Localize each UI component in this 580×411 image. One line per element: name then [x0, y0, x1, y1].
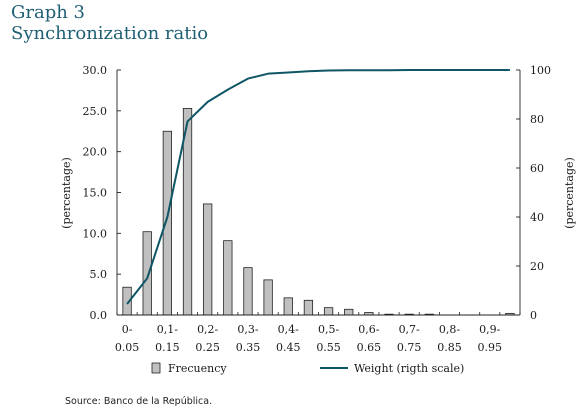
y-tick-label-left: 30.0 [83, 64, 108, 77]
y-tick-label-left: 0.0 [90, 309, 108, 322]
y-tick-label-left: 5.0 [90, 268, 108, 281]
y-tick-label-left: 25.0 [83, 105, 108, 118]
chart-subtitle: Synchronization ratio [11, 23, 209, 44]
tick-labels: 0.0 5.0 10.0 15.0 20.0 25.0 30.0 0 20 40 60 80 100 0-… [83, 64, 552, 354]
bar [263, 279, 273, 316]
y-axis-label-right: (percentage) [563, 157, 576, 229]
x-tick-label: 0.45 [276, 341, 301, 354]
y-tick-label-left: 15.0 [83, 187, 108, 200]
x-tick-label: 0.75 [397, 341, 422, 354]
y-tick-label-right: 80 [530, 113, 544, 126]
x-tick-label: 0.15 [155, 341, 180, 354]
x-tick-label: 0.25 [195, 341, 220, 354]
x-tick-label: 0,1- [157, 323, 178, 336]
y-tick-label-right: 0 [530, 309, 537, 322]
y-tick-label-right: 20 [530, 260, 544, 273]
bar [243, 267, 253, 316]
bar [223, 240, 233, 316]
bar [203, 203, 213, 316]
chart-legend: Frecuency Weight (rigth scale) [151, 362, 464, 375]
line-series [126, 69, 510, 305]
x-tick-label: 0.05 [115, 341, 140, 354]
y-tick-label-right: 60 [530, 162, 544, 175]
x-tick-label: 0- [122, 323, 133, 336]
y-tick-label-right: 40 [530, 211, 544, 224]
x-tick-label: 0,8- [439, 323, 460, 336]
legend-label-weight: Weight (rigth scale) [354, 362, 464, 375]
chart-title: Graph 3 [11, 2, 86, 23]
x-tick-label: 0,9- [479, 323, 500, 336]
x-tick-label: 0.95 [478, 341, 503, 354]
weight-line [126, 69, 510, 305]
bar [142, 231, 152, 316]
y-axis-label-left: (percentage) [60, 157, 73, 229]
x-tick-label: 0,4- [278, 323, 299, 336]
x-tick-label: 0,6- [358, 323, 379, 336]
bar [303, 299, 314, 316]
legend-swatch-frecuency [151, 362, 161, 374]
bar [344, 308, 354, 316]
bar [283, 297, 293, 316]
x-tick-label: 0.55 [316, 341, 341, 354]
x-tick-label: 0.65 [357, 341, 382, 354]
x-tick-label: 0.85 [437, 341, 462, 354]
legend-label-frecuency: Frecuency [168, 362, 227, 375]
y-tick-label-right: 100 [530, 64, 551, 77]
chart-axes [116, 69, 521, 316]
bar [323, 307, 334, 316]
x-tick-label: 0,2- [197, 323, 218, 336]
x-tick-label: 0,3- [237, 323, 258, 336]
y-tick-label-left: 20.0 [83, 146, 108, 159]
bar-series [122, 107, 515, 316]
x-tick-label: 0,7- [399, 323, 420, 336]
x-tick-label: 0,5- [318, 323, 339, 336]
x-tick-label: 0.35 [236, 341, 261, 354]
y-tick-label-left: 10.0 [83, 227, 108, 240]
source-note: Source: Banco de la República. [65, 396, 213, 407]
combo-chart: 0.0 5.0 10.0 15.0 20.0 25.0 30.0 0 20 40 60 80 100 0-… [60, 64, 576, 375]
